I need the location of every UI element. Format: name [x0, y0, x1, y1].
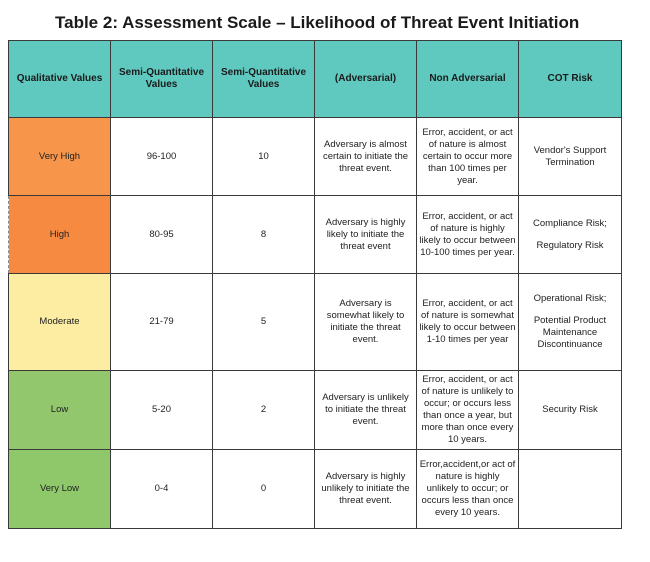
header-cot-risk: COT Risk [518, 40, 622, 118]
adversarial-cell: Adversary is almost certain to initiate … [314, 117, 417, 196]
cot-risk-cell: Vendor's Support Termination [518, 117, 622, 196]
cot-risk-text: Potential Product Maintenance Discontinu… [533, 315, 607, 350]
header-adversarial: (Adversarial) [314, 40, 417, 118]
cot-risk-cell [518, 449, 622, 529]
table-row: Moderate 21-79 5 Adversary is somewhat l… [8, 273, 622, 371]
range-cell: 80-95 [110, 195, 213, 274]
cot-risk-text: Operational Risk; [533, 293, 607, 304]
score-cell: 8 [212, 195, 315, 274]
range-cell: 21-79 [110, 273, 213, 371]
range-cell: 96-100 [110, 117, 213, 196]
non-adversarial-cell: Error, accident, or act of nature is hig… [416, 195, 519, 274]
qualitative-cell: Low [8, 370, 111, 450]
cot-risk-text: Compliance Risk; [533, 217, 607, 229]
qualitative-cell: Very Low [8, 449, 111, 529]
header-qualitative: Qualitative Values [8, 40, 111, 118]
header-semi-quant-range: Semi-Quantitative Values [110, 40, 213, 118]
table-row: Very High 96-100 10 Adversary is almost … [8, 117, 622, 196]
header-row: Qualitative Values Semi-Quantitative Val… [8, 40, 622, 118]
header-non-adversarial: Non Adversarial [416, 40, 519, 118]
range-cell: 5-20 [110, 370, 213, 450]
cot-risk-cell: Operational Risk; Potential Product Main… [518, 273, 622, 371]
header-semi-quant-score: Semi-Quantitative Values [212, 40, 315, 118]
score-cell: 0 [212, 449, 315, 529]
cot-risk-text: Security Risk [542, 404, 598, 415]
range-cell: 0-4 [110, 449, 213, 529]
adversarial-cell: Adversary is highly likely to initiate t… [314, 195, 417, 274]
qualitative-cell: Very High [8, 117, 111, 196]
likelihood-table: Qualitative Values Semi-Quantitative Val… [8, 40, 622, 529]
score-cell: 2 [212, 370, 315, 450]
cot-risk-cell: Compliance Risk; Regulatory Risk [518, 195, 622, 274]
table-row: Very Low 0-4 0 Adversary is highly unlik… [8, 449, 622, 529]
cot-risk-text: Vendor's Support Termination [533, 144, 607, 168]
qualitative-cell: High [8, 195, 111, 274]
cot-risk-cell: Security Risk [518, 370, 622, 450]
adversarial-cell: Adversary is unlikely to initiate the th… [314, 370, 417, 450]
non-adversarial-cell: Error, accident, or act of nature is som… [416, 273, 519, 371]
qualitative-cell: Moderate [8, 273, 111, 371]
adversarial-cell: Adversary is highly unlikely to initiate… [314, 449, 417, 529]
non-adversarial-cell: Error,accident,or act of nature is highl… [416, 449, 519, 529]
non-adversarial-cell: Error, accident, or act of nature is alm… [416, 117, 519, 196]
score-cell: 10 [212, 117, 315, 196]
adversarial-cell: Adversary is somewhat likely to initiate… [314, 273, 417, 371]
table-row: High 80-95 8 Adversary is highly likely … [8, 195, 622, 274]
score-cell: 5 [212, 273, 315, 371]
table-row: Low 5-20 2 Adversary is unlikely to init… [8, 370, 622, 450]
table-title: Table 2: Assessment Scale – Likelihood o… [55, 13, 580, 32]
non-adversarial-cell: Error, accident, or act of nature is unl… [416, 370, 519, 450]
cot-risk-text: Regulatory Risk [536, 239, 604, 251]
